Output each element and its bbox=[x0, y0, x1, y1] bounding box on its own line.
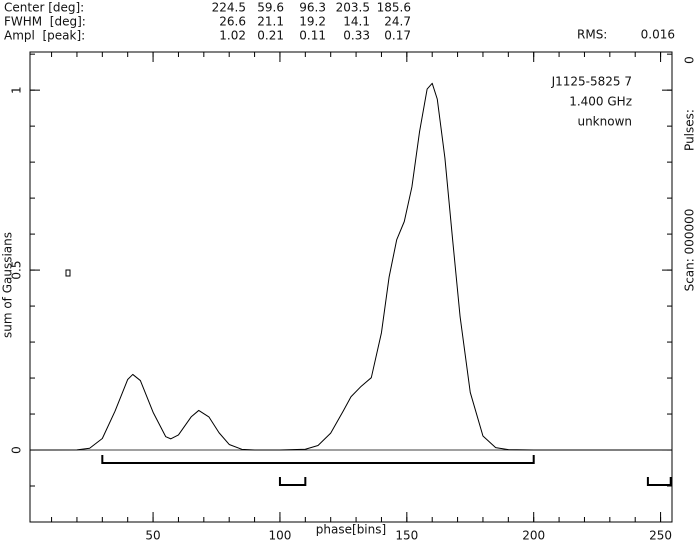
param-value: 21.1 bbox=[257, 15, 284, 29]
side-label: 0 bbox=[683, 56, 697, 64]
param-value: 0.17 bbox=[384, 29, 411, 43]
y-tick-label: 0 bbox=[10, 446, 24, 454]
window-bracket bbox=[278, 477, 307, 486]
y-axis-label: sum of Gaussians bbox=[1, 232, 15, 338]
param-label: Center [deg]: bbox=[4, 1, 84, 15]
plot-frame bbox=[29, 51, 673, 523]
param-value: 185.6 bbox=[377, 1, 411, 15]
rms-label: RMS: bbox=[577, 28, 607, 42]
marker-box bbox=[65, 269, 71, 277]
param-label: FWHM [deg]: bbox=[4, 15, 86, 29]
param-value: 203.5 bbox=[336, 1, 370, 15]
param-value: 1.02 bbox=[219, 29, 246, 43]
param-value: 96.3 bbox=[299, 1, 326, 15]
profile-line bbox=[31, 82, 671, 451]
info-label: 1.400 GHz bbox=[569, 95, 632, 109]
param-value: 59.6 bbox=[257, 1, 284, 15]
info-label: J1125-5825 7 bbox=[551, 75, 632, 89]
x-axis-label: phase[bins] bbox=[316, 523, 386, 537]
y-tick-label: 0.5 bbox=[10, 261, 24, 280]
x-tick-label: 250 bbox=[649, 529, 672, 541]
x-tick-label: 100 bbox=[268, 529, 291, 541]
side-label: Scan: 000000 bbox=[683, 209, 697, 292]
x-tick-label: 200 bbox=[522, 529, 545, 541]
param-value: 19.2 bbox=[299, 15, 326, 29]
window-bracket bbox=[646, 477, 672, 486]
param-label: Ampl [peak]: bbox=[4, 29, 85, 43]
side-label: Pulses: bbox=[683, 109, 697, 151]
param-value: 224.5 bbox=[212, 1, 246, 15]
x-tick-label: 150 bbox=[395, 529, 418, 541]
y-tick-label: 1 bbox=[10, 86, 24, 94]
x-tick-label: 50 bbox=[145, 529, 160, 541]
rms-value: 0.016 bbox=[641, 28, 675, 42]
param-value: 0.21 bbox=[257, 29, 284, 43]
info-label: unknown bbox=[577, 115, 632, 129]
param-value: 24.7 bbox=[384, 15, 411, 29]
param-value: 0.33 bbox=[343, 29, 370, 43]
window-bracket bbox=[101, 455, 535, 464]
param-value: 14.1 bbox=[343, 15, 370, 29]
param-value: 0.11 bbox=[299, 29, 326, 43]
param-value: 26.6 bbox=[219, 15, 246, 29]
